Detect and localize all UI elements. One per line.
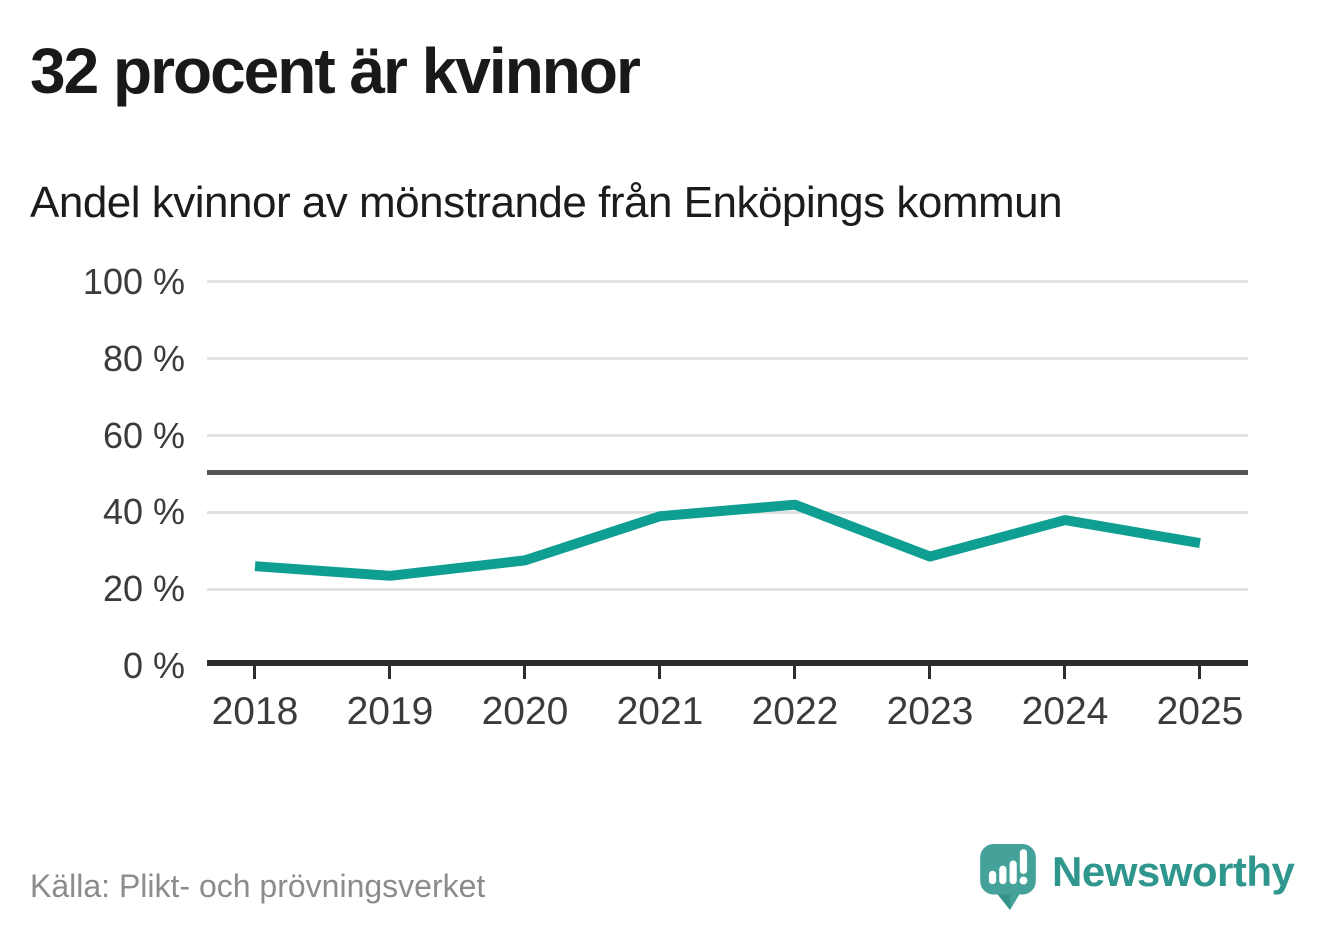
x-axis-tick <box>388 666 391 679</box>
gridline-60 <box>207 434 1248 437</box>
x-tick-label: 2023 <box>886 690 974 733</box>
y-tick-label: 0 % <box>122 645 185 686</box>
x-tick-label: 2020 <box>481 690 569 733</box>
chart-title: 32 procent är kvinnor <box>30 35 641 107</box>
gridline-20 <box>207 588 1248 591</box>
newsworthy-logo: Newsworthy <box>980 844 1295 912</box>
x-tick-label: 2025 <box>1156 690 1244 733</box>
x-axis-line <box>207 660 1248 666</box>
x-axis-tick <box>658 666 661 679</box>
x-axis-tick <box>253 666 256 679</box>
x-axis-tick <box>1198 666 1201 679</box>
y-tick-label: 40 % <box>102 491 185 532</box>
x-tick-label: 2024 <box>1021 690 1109 733</box>
gridline-100 <box>207 280 1248 283</box>
y-tick-label: 60 % <box>102 415 185 456</box>
x-axis-tick <box>928 666 931 679</box>
x-tick-label: 2019 <box>346 690 434 733</box>
x-axis-tick <box>1063 666 1066 679</box>
newsworthy-wordmark: Newsworthy <box>1052 848 1295 895</box>
source-note: Källa: Plikt- och prövningsverket <box>30 868 486 904</box>
y-tick-label: 100 % <box>82 261 185 302</box>
x-tick-label: 2021 <box>616 690 704 733</box>
x-axis-tick <box>793 666 796 679</box>
chart-subtitle: Andel kvinnor av mönstrande från Enköpin… <box>30 178 1063 227</box>
x-tick-label: 2022 <box>751 690 839 733</box>
x-tick-label: 2018 <box>211 690 299 733</box>
gridline-80 <box>207 357 1248 360</box>
gridline-40 <box>207 511 1248 514</box>
reference-line-50 <box>207 470 1248 475</box>
y-tick-label: 20 % <box>102 568 185 609</box>
y-tick-label: 80 % <box>102 338 185 379</box>
newsworthy-logo-icon <box>980 844 1036 910</box>
x-axis-tick <box>523 666 526 679</box>
